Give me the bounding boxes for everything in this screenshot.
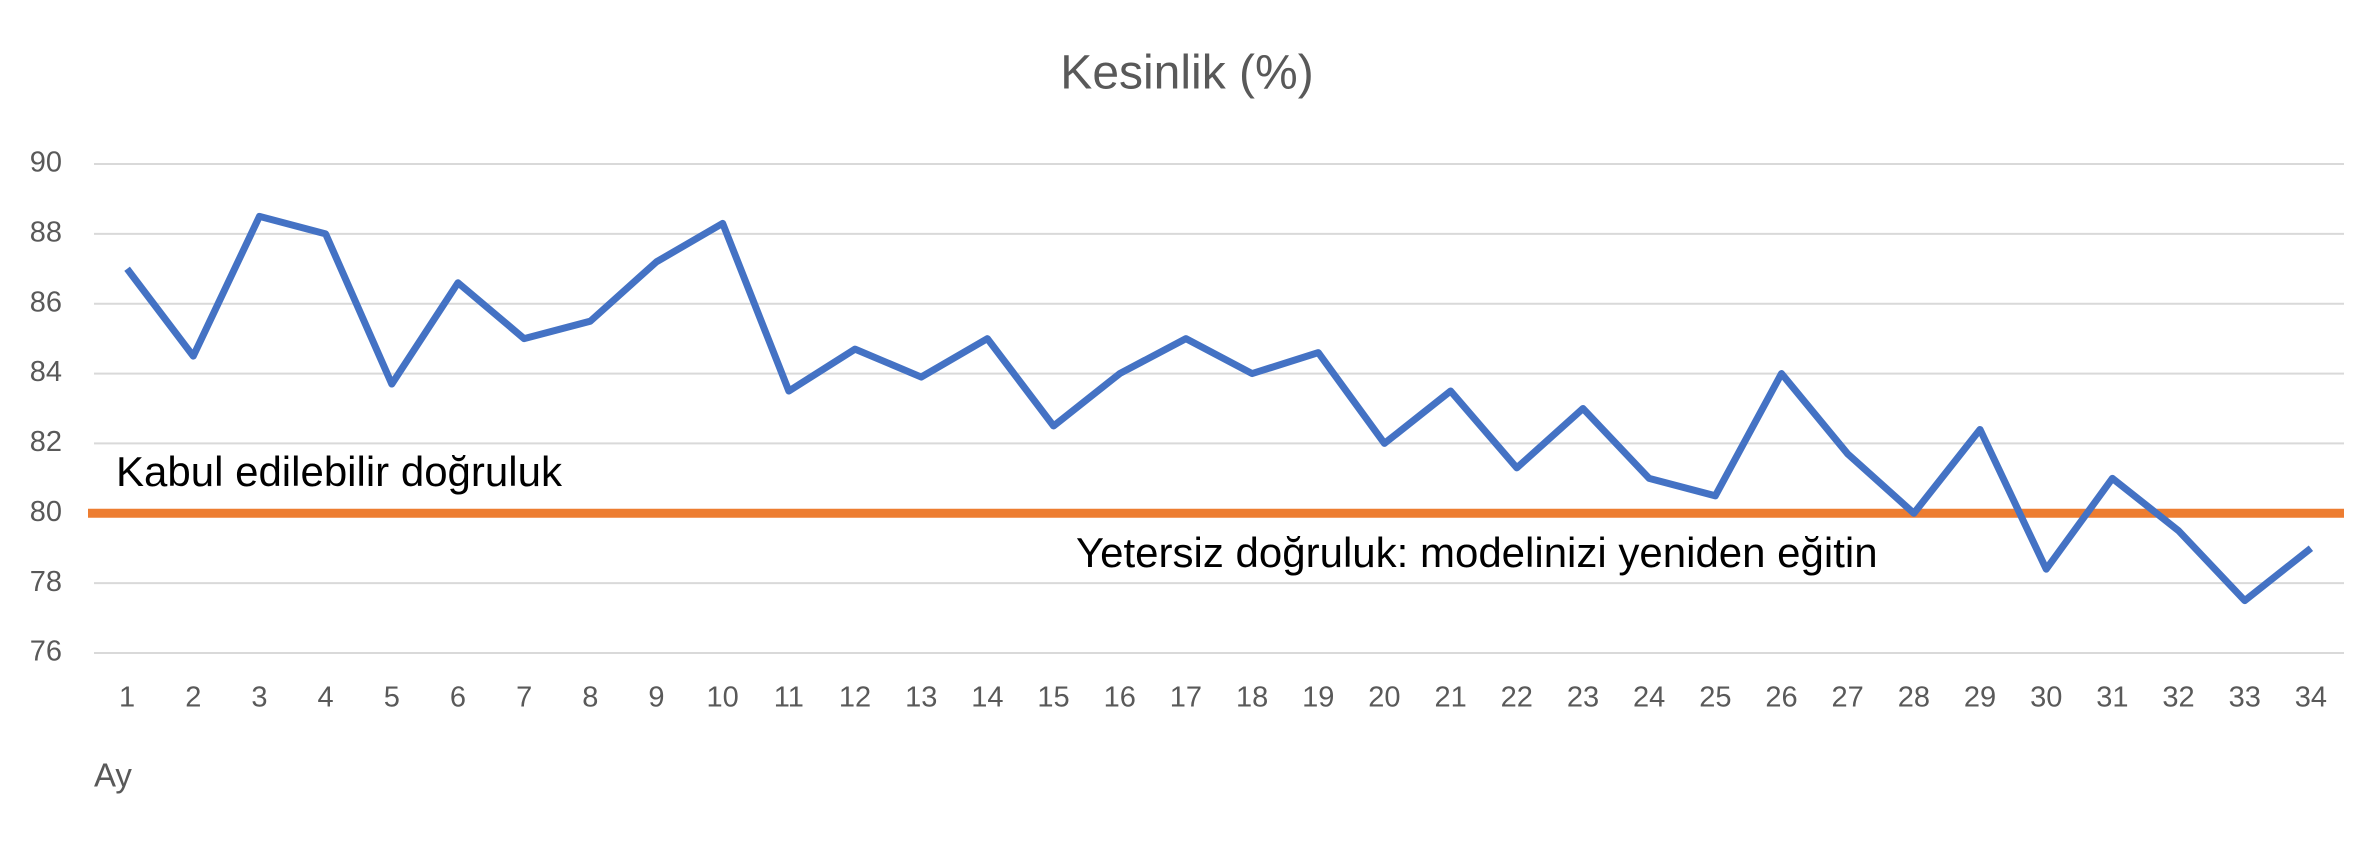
x-tick-label: 26 [1765, 682, 1797, 714]
y-tick-label: 80 [30, 496, 62, 528]
data-line [124, 212, 2314, 605]
x-tick-label: 19 [1302, 682, 1334, 714]
x-tick-label: 30 [2030, 682, 2062, 714]
x-tick-label: 14 [971, 682, 1003, 714]
x-tick-label: 16 [1104, 682, 1136, 714]
x-tick-label: 5 [384, 682, 400, 714]
annotation: Yetersiz doğruluk: modelinizi yeniden eğ… [1076, 529, 1878, 576]
x-tick-label: 8 [582, 682, 598, 714]
x-tick-label: 33 [2229, 682, 2261, 714]
x-tick-label: 12 [839, 682, 871, 714]
y-tick-label: 88 [30, 217, 62, 249]
x-tick-label: 7 [516, 682, 532, 714]
y-tick-label: 86 [30, 286, 62, 318]
x-tick-label: 15 [1037, 682, 1069, 714]
x-tick-label: 29 [1964, 682, 1996, 714]
x-tick-label: 21 [1434, 682, 1466, 714]
x-tick-label: 22 [1501, 682, 1533, 714]
x-tick-label: 27 [1832, 682, 1864, 714]
x-tick-label: 24 [1633, 682, 1665, 714]
x-tick-label: 9 [648, 682, 664, 714]
x-tick-label: 32 [2162, 682, 2194, 714]
x-tick-label: 2 [185, 682, 201, 714]
x-tick-label: 17 [1170, 682, 1202, 714]
annotation: Kabul edilebilir doğruluk [116, 448, 563, 495]
x-tick-label: 4 [318, 682, 334, 714]
x-tick-label: 20 [1368, 682, 1400, 714]
y-tick-label: 76 [30, 636, 62, 668]
chart-title: Kesinlik (%) [1060, 47, 1313, 100]
x-tick-label: 31 [2096, 682, 2128, 714]
y-tick-label: 78 [30, 566, 62, 598]
x-tick-label: 34 [2295, 682, 2327, 714]
x-axis-label: Ay [94, 757, 132, 794]
x-tick-label: 1 [119, 682, 135, 714]
x-tick-label: 28 [1898, 682, 1930, 714]
x-tick-label: 11 [774, 682, 804, 714]
y-tick-label: 82 [30, 426, 62, 458]
x-tick-label: 25 [1699, 682, 1731, 714]
x-tick-label: 18 [1236, 682, 1268, 714]
y-tick-label: 84 [30, 356, 62, 388]
x-tick-label: 10 [707, 682, 739, 714]
x-tick-label: 3 [251, 682, 267, 714]
x-tick-label: 6 [450, 682, 466, 714]
x-tick-label: 13 [905, 682, 937, 714]
x-tick-label: 23 [1567, 682, 1599, 714]
y-tick-label: 90 [30, 147, 62, 179]
